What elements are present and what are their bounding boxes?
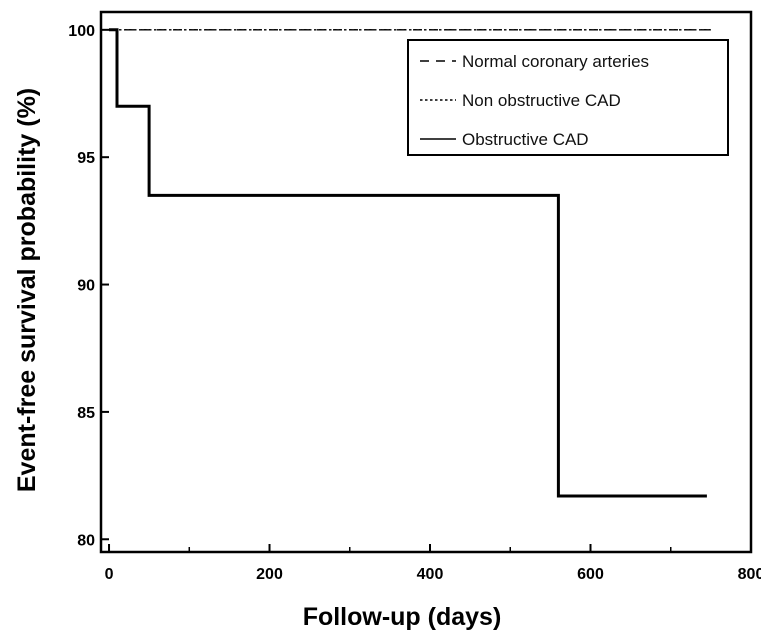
legend: Normal coronary arteries Non obstructive… <box>407 39 729 156</box>
plot-frame <box>99 10 753 554</box>
legend-label-normal: Normal coronary arteries <box>462 52 649 71</box>
tick-layer: 0 200 400 600 800 80 85 90 95 100 <box>68 23 761 583</box>
y-tick-label: 80 <box>77 532 95 549</box>
x-tick-label: 400 <box>417 566 444 583</box>
x-axis-title: Follow-up (days) <box>303 603 502 631</box>
x-tick-label: 800 <box>738 566 761 583</box>
y-tick-label: 90 <box>77 278 95 295</box>
series-line-3 <box>109 28 707 498</box>
legend-box <box>407 39 729 156</box>
y-tick-label: 100 <box>68 23 95 40</box>
y-axis-title: Event-free survival probability (%) <box>13 88 41 492</box>
x-tick-label: 200 <box>256 566 283 583</box>
legend-label-nonobstructive: Non obstructive CAD <box>462 91 621 110</box>
x-tick-label: 600 <box>577 566 604 583</box>
legend-label-obstructive: Obstructive CAD <box>462 130 589 149</box>
y-tick-label: 95 <box>77 150 95 167</box>
y-tick-label: 85 <box>77 405 95 422</box>
x-tick-label: 0 <box>105 566 114 583</box>
series-layer <box>109 28 711 498</box>
